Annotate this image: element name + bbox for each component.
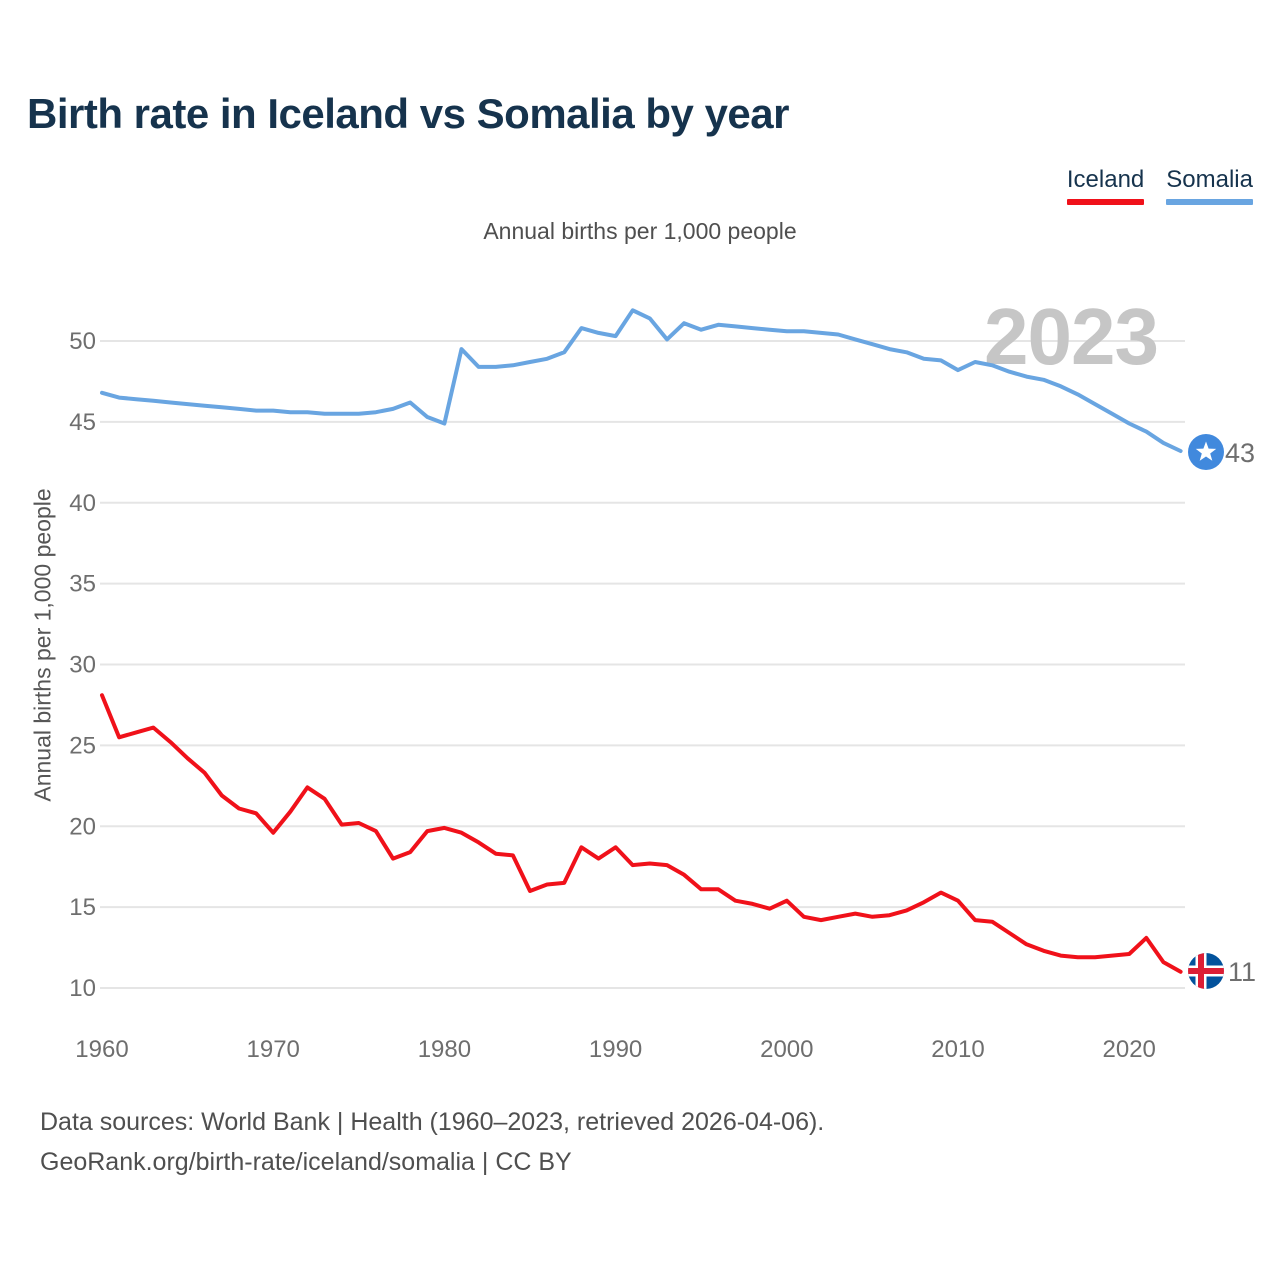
y-tick-label: 35	[69, 571, 96, 598]
x-axis-tick-labels: 1960 1970 1980 1990 2000 2010 2020	[75, 1036, 1156, 1063]
iceland-end-value-label: 11	[1228, 957, 1256, 987]
legend-item-iceland[interactable]: Iceland	[1066, 166, 1145, 205]
somalia-flag-star	[1195, 441, 1217, 461]
chart-legend: Iceland Somalia	[1066, 166, 1253, 205]
x-tick-label: 2020	[1103, 1036, 1156, 1063]
legend-color-bar-somalia	[1166, 199, 1253, 205]
legend-label-somalia: Somalia	[1166, 166, 1253, 193]
watermark-year: 2023	[984, 292, 1158, 381]
x-tick-label: 1980	[418, 1036, 471, 1063]
y-tick-label: 30	[69, 652, 96, 679]
line-iceland	[100, 693, 1183, 974]
footer-attribution: GeoRank.org/birth-rate/iceland/somalia |…	[40, 1148, 572, 1176]
iceland-endpoint-marker	[1188, 953, 1224, 989]
x-tick-label: 1960	[75, 1036, 128, 1063]
iceland-flag-icon	[1188, 953, 1224, 989]
y-tick-label: 20	[69, 813, 96, 840]
page-title: Birth rate in Iceland vs Somalia by year	[27, 90, 789, 137]
legend-label-iceland: Iceland	[1066, 166, 1145, 193]
x-tick-label: 2010	[931, 1036, 984, 1063]
y-tick-label: 10	[69, 975, 96, 1002]
somalia-end-value-label: 43	[1225, 438, 1255, 468]
chart-subtitle: Annual births per 1,000 people	[483, 218, 797, 244]
chart-lines	[100, 308, 1183, 974]
y-tick-label: 15	[69, 894, 96, 921]
y-tick-label: 25	[69, 732, 96, 759]
line-somalia	[100, 308, 1183, 453]
footer: Data sources: World Bank | Health (1960–…	[40, 1102, 824, 1182]
legend-item-somalia[interactable]: Somalia	[1166, 166, 1253, 205]
x-tick-label: 1970	[247, 1036, 300, 1063]
x-tick-label: 1990	[589, 1036, 642, 1063]
footer-data-sources: Data sources: World Bank | Health (1960–…	[40, 1108, 825, 1136]
somalia-endpoint-marker	[1188, 434, 1224, 470]
y-tick-label: 45	[69, 409, 96, 436]
y-tick-label: 50	[69, 328, 96, 355]
y-axis-tick-labels: 10 15 20 25 30 35 40 45 50	[69, 328, 96, 1002]
y-tick-label: 40	[69, 490, 96, 517]
legend-color-bar-iceland	[1066, 199, 1145, 205]
x-tick-label: 2000	[760, 1036, 813, 1063]
gridlines	[100, 340, 1185, 989]
